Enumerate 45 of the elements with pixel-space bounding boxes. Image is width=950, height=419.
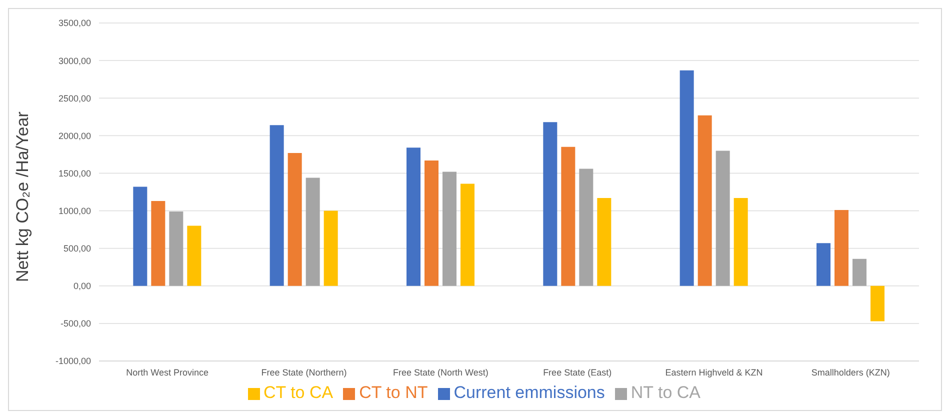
legend-label: NT to CA — [630, 383, 700, 402]
bar — [597, 198, 612, 286]
x-tick-label: Free State (North West) — [392, 367, 488, 378]
bar — [424, 160, 438, 286]
legend-label: CT to NT — [359, 383, 428, 402]
x-tick-label: Smallholders (KZN) — [811, 367, 890, 378]
bar — [816, 243, 830, 286]
legend-label: Current emmissions — [454, 383, 605, 402]
bar — [870, 286, 884, 322]
bar — [543, 122, 558, 286]
y-tick-label: -1000,00 — [55, 356, 91, 366]
y-tick-label: 500,00 — [63, 244, 91, 254]
y-tick-label: 3500,00 — [58, 18, 91, 28]
bar — [698, 115, 712, 286]
bar — [561, 146, 576, 286]
bar — [460, 184, 474, 286]
bar — [133, 186, 148, 286]
bar — [169, 212, 184, 286]
x-tick-label: North West Province — [126, 367, 209, 378]
y-tick-label: 1000,00 — [58, 206, 91, 216]
bar — [579, 168, 594, 286]
y-axis-title: Nett kg CO₂e /Ha/Year — [13, 111, 32, 282]
x-tick-label: Eastern Highveld & KZN — [665, 367, 763, 378]
legend-label: CT to CA — [264, 383, 334, 402]
bar — [852, 258, 866, 286]
bar — [442, 172, 456, 286]
bar — [680, 70, 694, 286]
y-tick-label: 2500,00 — [58, 93, 91, 104]
y-tick-label: 2000,00 — [58, 130, 91, 141]
y-tick-label: 0,00 — [73, 281, 91, 292]
bar — [288, 152, 302, 286]
x-tick-label: Free State (Northern) — [261, 367, 347, 378]
bar — [834, 210, 848, 286]
y-tick-label: 3000,00 — [58, 56, 91, 66]
bar — [306, 178, 320, 286]
bar — [270, 125, 284, 286]
bar — [716, 150, 730, 286]
bar — [324, 210, 338, 286]
x-tick-label: Free State (East) — [543, 367, 612, 378]
bar — [151, 201, 166, 286]
y-tick-label: 1500,00 — [58, 168, 91, 178]
bar — [734, 198, 748, 286]
bar — [187, 226, 202, 286]
bar — [406, 148, 420, 286]
y-tick-label: -500,00 — [60, 318, 91, 329]
